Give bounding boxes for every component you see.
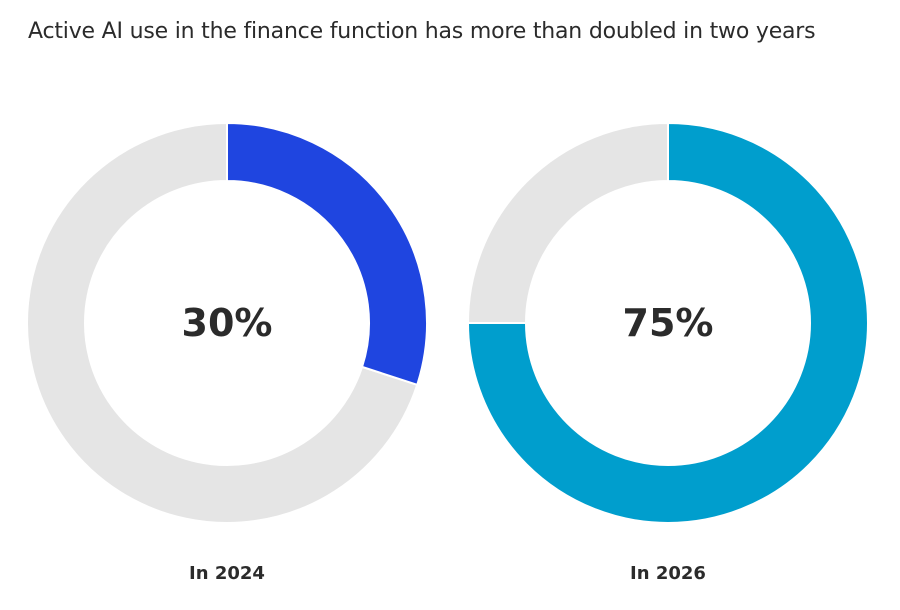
donut-track-2026 [466,121,669,324]
donut-value-arc-2026 [466,121,869,524]
donut-value-label-2026: 75% [623,301,714,345]
chart-title: Active AI use in the finance function ha… [28,19,816,44]
donut-chart-2024: 30% [26,121,428,524]
donut-chart-2026: 75% [466,121,869,524]
donut-caption-2024: In 2024 [189,563,265,584]
donut-track-2024 [26,121,419,524]
donut-caption-2026: In 2026 [630,563,706,584]
donut-value-arc-2024 [226,121,428,387]
donut-value-label-2024: 30% [182,301,273,345]
